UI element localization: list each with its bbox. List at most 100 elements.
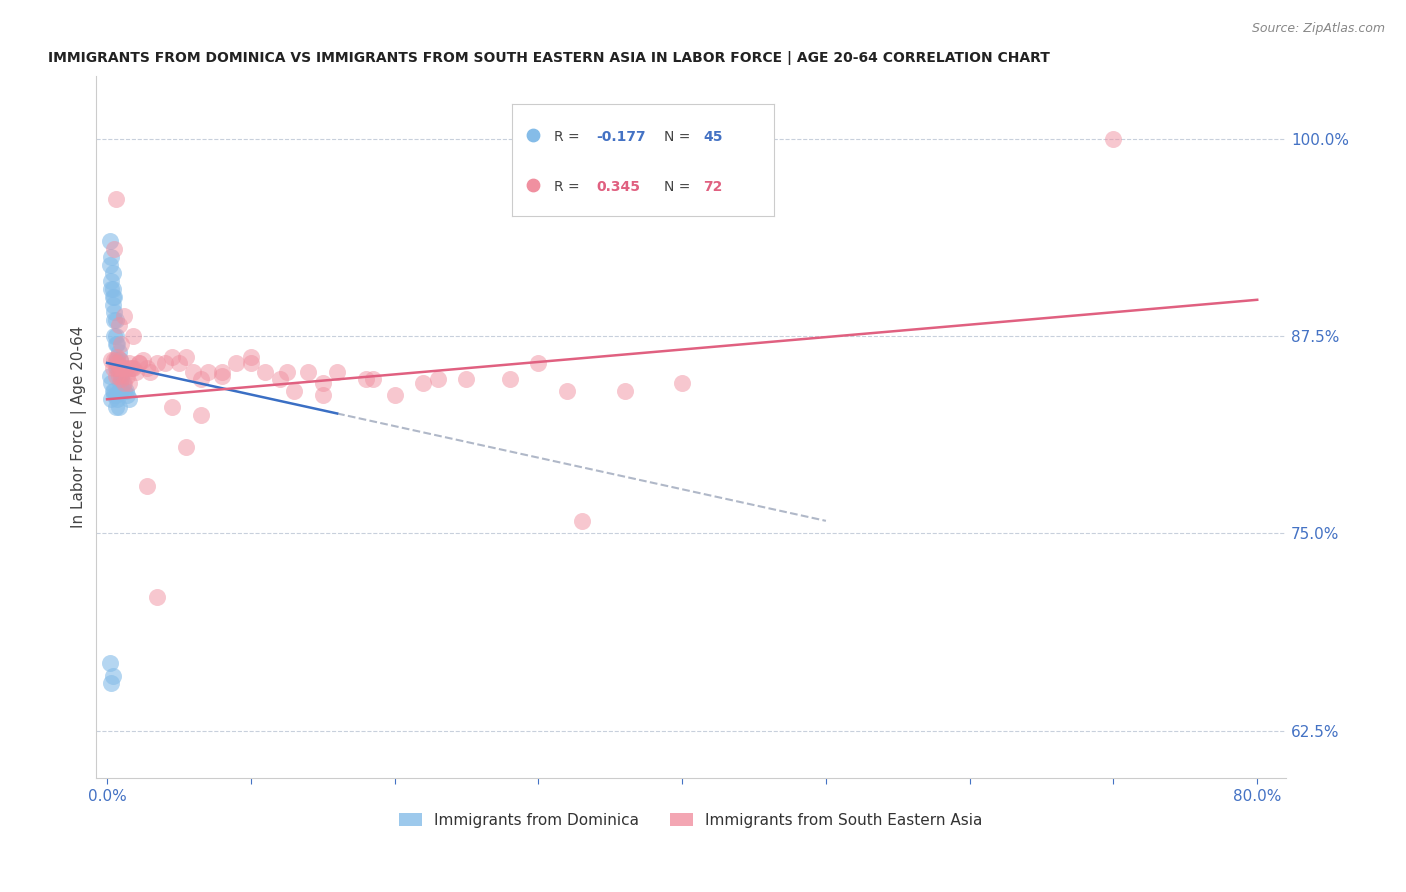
Point <box>283 384 305 399</box>
Point <box>101 668 124 682</box>
Point <box>128 356 150 370</box>
Point <box>613 384 636 399</box>
Point <box>104 387 127 401</box>
Point <box>101 282 124 296</box>
Point <box>122 360 145 375</box>
Point <box>174 350 197 364</box>
Point <box>101 360 124 375</box>
Point <box>128 356 150 370</box>
Point <box>361 372 384 386</box>
Point <box>103 329 125 343</box>
Point <box>239 356 262 370</box>
Point <box>312 376 335 391</box>
Point <box>111 360 134 375</box>
Point <box>108 352 131 367</box>
Point <box>111 376 134 391</box>
Point <box>98 258 121 272</box>
Point <box>225 356 247 370</box>
Point <box>107 368 129 383</box>
Point <box>276 366 298 380</box>
Point <box>190 372 212 386</box>
Point <box>108 376 131 391</box>
Point <box>112 376 135 391</box>
Point <box>105 350 128 364</box>
Point <box>122 329 145 343</box>
Point <box>211 368 233 383</box>
Point <box>211 366 233 380</box>
Point <box>103 384 125 399</box>
Point <box>571 514 593 528</box>
Point <box>104 400 127 414</box>
Y-axis label: In Labor Force | Age 20-64: In Labor Force | Age 20-64 <box>72 326 87 528</box>
Point <box>100 352 122 367</box>
Point <box>412 376 434 391</box>
Point <box>183 366 205 380</box>
Point <box>114 384 136 399</box>
Point <box>101 384 124 399</box>
Point <box>103 305 125 319</box>
Point <box>456 372 478 386</box>
Point <box>160 400 183 414</box>
Point <box>105 352 128 367</box>
Point <box>105 356 128 370</box>
Point <box>107 318 129 332</box>
Point <box>112 309 135 323</box>
Point <box>146 356 169 370</box>
Point <box>136 360 159 375</box>
Point <box>107 360 129 375</box>
Point <box>115 387 138 401</box>
Point <box>98 656 121 670</box>
Point <box>671 376 693 391</box>
Point <box>103 352 125 367</box>
Point <box>107 344 129 359</box>
Point <box>384 387 406 401</box>
Point <box>110 368 132 383</box>
Point <box>239 350 262 364</box>
Text: IMMIGRANTS FROM DOMINICA VS IMMIGRANTS FROM SOUTH EASTERN ASIA IN LABOR FORCE | : IMMIGRANTS FROM DOMINICA VS IMMIGRANTS F… <box>48 51 1050 65</box>
Point <box>108 352 131 367</box>
Point <box>115 368 138 383</box>
Legend: Immigrants from Dominica, Immigrants from South Eastern Asia: Immigrants from Dominica, Immigrants fro… <box>394 806 988 834</box>
Point <box>100 392 122 407</box>
Point <box>107 384 129 399</box>
Point <box>498 372 520 386</box>
Point <box>120 360 142 375</box>
Point <box>107 400 129 414</box>
Point <box>100 676 122 690</box>
Point <box>110 337 132 351</box>
Point <box>254 366 277 380</box>
Point <box>112 384 135 399</box>
Point <box>104 192 127 206</box>
Point <box>105 360 128 375</box>
Point <box>146 590 169 604</box>
Point <box>136 479 159 493</box>
Text: Source: ZipAtlas.com: Source: ZipAtlas.com <box>1251 22 1385 36</box>
Point <box>98 368 121 383</box>
Point <box>104 337 127 351</box>
Point <box>103 313 125 327</box>
Point <box>100 282 122 296</box>
Point <box>326 366 349 380</box>
Point <box>110 372 132 386</box>
Point <box>104 352 127 367</box>
Point <box>527 356 550 370</box>
Point <box>104 329 127 343</box>
Point <box>101 290 124 304</box>
Point <box>160 350 183 364</box>
Point <box>132 352 155 367</box>
Point <box>105 337 128 351</box>
Point <box>110 384 132 399</box>
Point <box>174 440 197 454</box>
Point <box>114 360 136 375</box>
Point <box>555 384 578 399</box>
Point <box>104 368 127 383</box>
Point <box>117 356 139 370</box>
Point <box>103 387 125 401</box>
Point <box>103 242 125 256</box>
Point <box>167 356 190 370</box>
Point <box>100 376 122 391</box>
Point <box>312 387 335 401</box>
Point <box>1102 132 1125 146</box>
Point <box>100 250 122 264</box>
Point <box>105 392 128 407</box>
